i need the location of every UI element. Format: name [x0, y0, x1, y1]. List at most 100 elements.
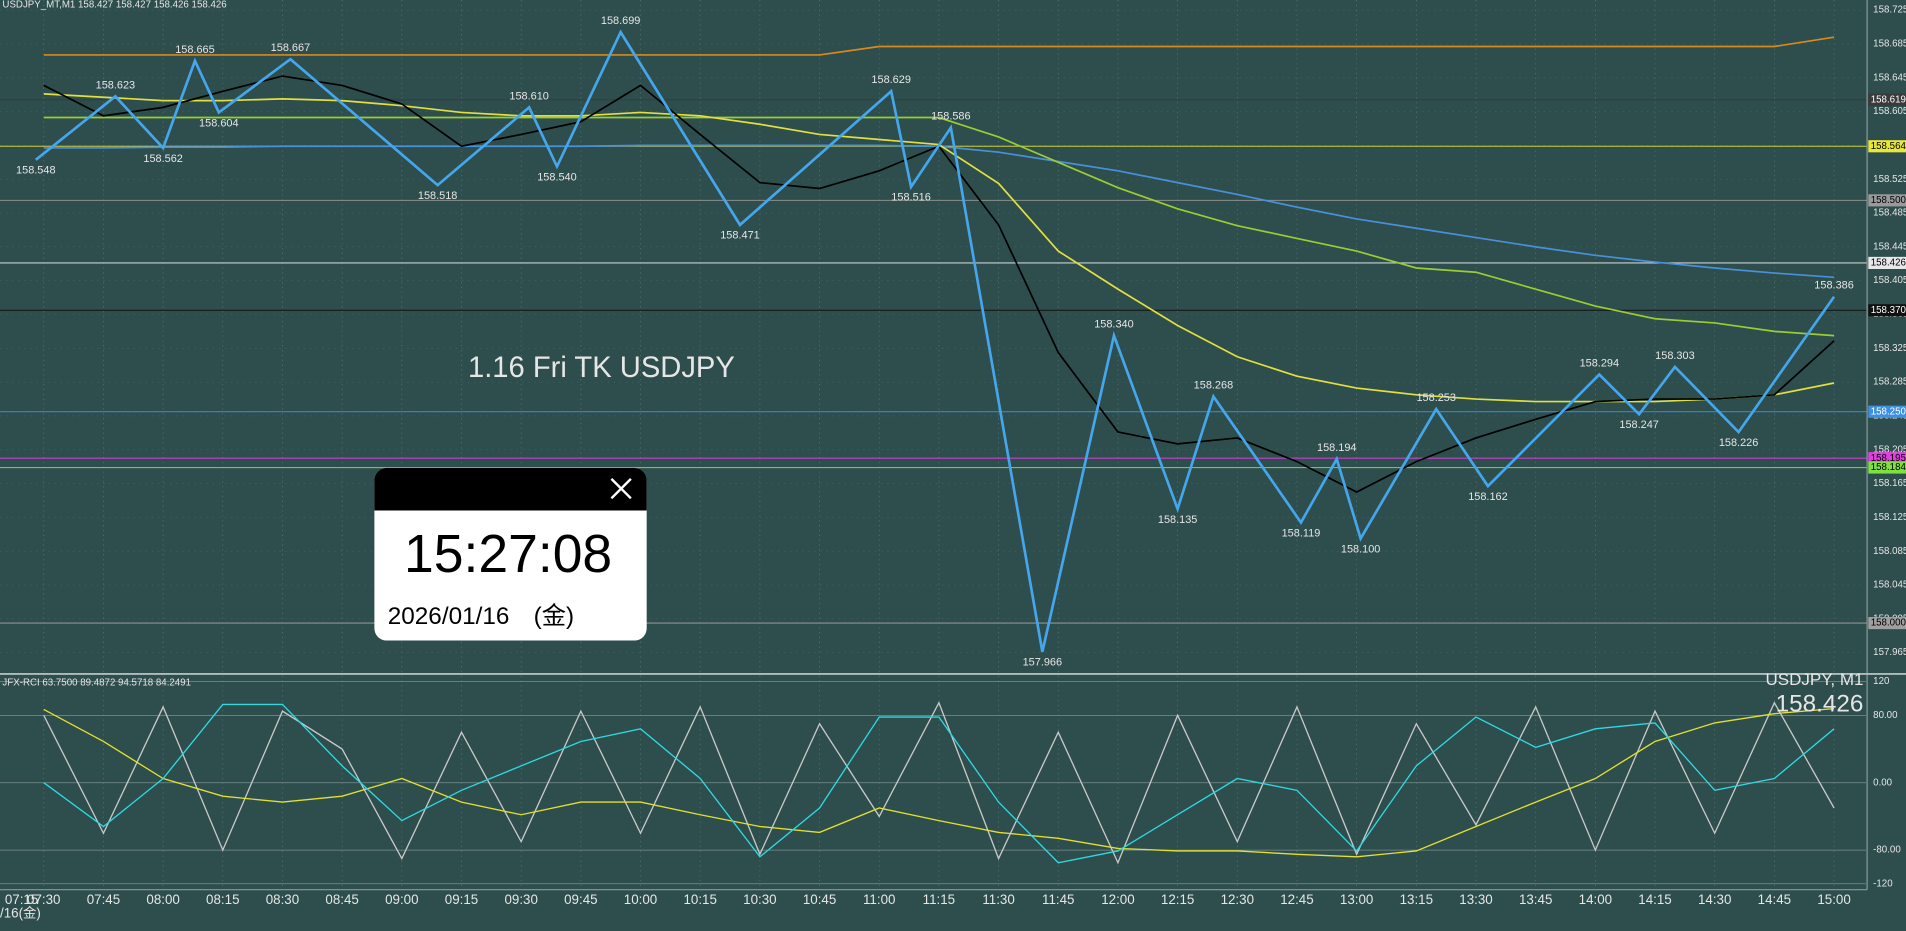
y-tick-label: 158.205: [1873, 444, 1906, 455]
price-tag: [1868, 405, 1906, 418]
swing-label: 158.303: [1655, 350, 1694, 362]
series-line: [43, 707, 1835, 858]
swing-label: 158.604: [199, 117, 238, 129]
y-tick-label: 158.085: [1873, 546, 1906, 557]
y-tick-label: 158.485: [1873, 208, 1906, 219]
series-line: [43, 703, 1835, 864]
y-tick-label: 158.525: [1873, 174, 1906, 185]
swing-label: 158.629: [871, 74, 910, 86]
price-tag: [1868, 194, 1906, 207]
x-tick-label: 11:30: [982, 892, 1014, 907]
swing-label: 158.586: [931, 111, 970, 123]
swing-label: 158.268: [1194, 379, 1233, 391]
clock-time: 15:27:08: [404, 525, 612, 584]
x-tick-label: 13:30: [1459, 892, 1492, 907]
x-tick-label: 08:00: [146, 892, 179, 907]
series-line: [43, 116, 1835, 337]
price-tag: [1868, 93, 1906, 106]
x-tick-label: 10:45: [803, 892, 836, 907]
swing-label: 158.665: [175, 44, 214, 56]
x-tick-label: 07:30: [27, 892, 60, 907]
clock-date: 2026/01/16 (金): [388, 603, 574, 630]
price-tag: [1868, 140, 1906, 153]
price-tag-label: 158.000: [1871, 618, 1906, 629]
swing-label: 158.667: [271, 42, 310, 54]
swing-label: 158.623: [96, 79, 135, 91]
x-tick-label: 10:15: [683, 892, 716, 907]
clock-body: [374, 467, 647, 641]
x-tick-label: 14:00: [1579, 892, 1612, 907]
x-tick-label: 08:45: [325, 892, 358, 907]
price-tag: [1868, 452, 1906, 465]
x-tick-label: 08:30: [266, 892, 299, 907]
y-tick-label: 158.285: [1873, 377, 1906, 388]
indicator-header: JFX-RCI 63.7500 89.4872 94.5718 84.2491: [2, 678, 191, 689]
price-tag-label: 158.184: [1871, 462, 1906, 473]
x-tick-label: 13:00: [1340, 892, 1373, 907]
y-tick-label: 158.405: [1873, 275, 1906, 286]
swing-label: 158.294: [1580, 357, 1619, 369]
swing-label: 158.610: [509, 90, 548, 102]
swing-label: 157.966: [1023, 657, 1062, 669]
price-tag-label: 158.564: [1871, 141, 1906, 152]
x-tick-label: 14:30: [1698, 892, 1731, 907]
x-tick-label: 07:45: [87, 892, 120, 907]
price-tag: [1868, 617, 1906, 630]
y-tick-label: 158.645: [1873, 72, 1906, 83]
x-tick-label: 10:30: [743, 892, 776, 907]
series-line: [43, 36, 1835, 56]
price-tag-label: 158.619: [1871, 94, 1906, 105]
overlay-title: 1.16 Fri TK USDJPY: [468, 352, 735, 384]
swing-label: 158.194: [1317, 442, 1356, 454]
series-line: [43, 701, 1835, 865]
swing-label: 158.562: [143, 153, 182, 165]
price-line: [34, 29, 1836, 653]
y-tick-label: 158.045: [1873, 580, 1906, 591]
swing-label: 158.340: [1094, 319, 1133, 331]
y-tick-label: 158.165: [1873, 478, 1906, 489]
price-tag-label: 158.500: [1871, 195, 1906, 206]
y-tick-label: -80.00: [1873, 845, 1901, 856]
x-tick-label: 10:00: [624, 892, 657, 907]
y-tick-label: 158.725: [1873, 5, 1906, 16]
swing-label: 158.518: [418, 190, 457, 202]
swing-label: 158.100: [1341, 543, 1380, 555]
x-tick-label: 15:00: [1817, 892, 1850, 907]
x-tick-label: 11:45: [1042, 892, 1074, 907]
symbol-label: USDJPY, M1: [1765, 670, 1863, 689]
x-tick-label: 09:15: [445, 892, 478, 907]
y-tick-label: 158.445: [1873, 241, 1906, 252]
y-tick-label: 158.685: [1873, 39, 1906, 50]
y-tick-label: 80.00: [1873, 710, 1898, 721]
y-tick-label: 158.125: [1873, 512, 1906, 523]
y-tick-label: 158.325: [1873, 343, 1906, 354]
x-tick-label: 14:15: [1638, 892, 1671, 907]
swing-label: 158.226: [1719, 437, 1758, 449]
y-tick-label: 157.965: [1873, 647, 1906, 658]
close-icon[interactable]: [610, 478, 632, 500]
x-tick-label: 11:00: [863, 892, 895, 907]
price-tag-label: 158.250: [1871, 406, 1906, 417]
swing-label: 158.247: [1619, 419, 1658, 431]
x-tick-label: 11:15: [923, 892, 955, 907]
clock-widget: 15:27:08 2026/01/16 (金): [374, 467, 647, 641]
x-tick-label: 08:15: [206, 892, 239, 907]
x-tick-label: 12:30: [1221, 892, 1254, 907]
swing-label: 158.162: [1468, 491, 1507, 503]
x-tick-label: 14:45: [1758, 892, 1791, 907]
price-tag-label: 158.426: [1871, 257, 1906, 268]
swing-label: 158.471: [720, 230, 759, 242]
price-tag: [1868, 256, 1906, 270]
swing-label: 158.119: [1282, 527, 1321, 539]
swing-label: 158.135: [1158, 514, 1197, 526]
swing-label: 158.548: [16, 165, 55, 177]
close-button[interactable]: [610, 478, 632, 500]
x-tick-label: 12:00: [1101, 892, 1134, 907]
price-tag: [1868, 304, 1906, 317]
x-tick-label: 13:15: [1400, 892, 1433, 907]
axis-start-time: 07:15: [5, 892, 38, 907]
